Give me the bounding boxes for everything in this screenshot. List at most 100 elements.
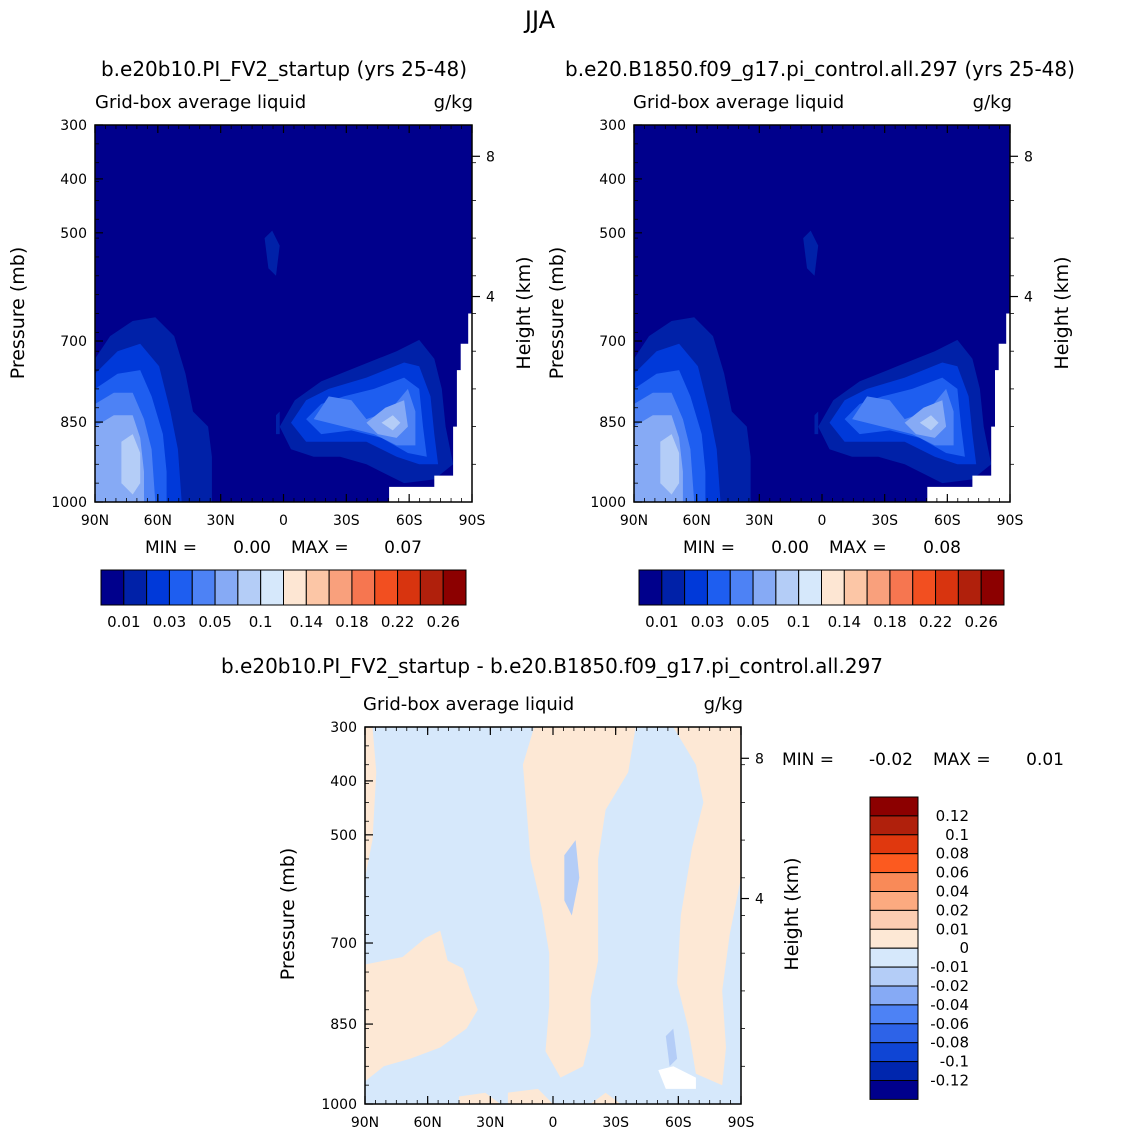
pressure-tick-label: 850 bbox=[599, 415, 626, 431]
colorbar-swatch bbox=[843, 569, 868, 606]
pressure-tick-label: 1000 bbox=[321, 1097, 357, 1113]
colorbar-swatch bbox=[638, 569, 663, 606]
pressure-tick-label: 500 bbox=[60, 226, 87, 242]
colorbar-swatch bbox=[869, 815, 919, 836]
panel-2-min-value: 0.00 bbox=[771, 538, 809, 558]
colorbar-label: 0.1 bbox=[945, 826, 969, 844]
pressure-tick-label: 300 bbox=[599, 118, 626, 134]
lat-tick-label: 60N bbox=[414, 1115, 442, 1131]
colorbar-swatch bbox=[869, 834, 919, 855]
contour-fill bbox=[660, 434, 680, 495]
contour-fill bbox=[276, 411, 280, 435]
pressure-tick-label: 400 bbox=[330, 774, 357, 790]
contour-fill bbox=[121, 434, 141, 495]
colorbar-swatch bbox=[260, 569, 284, 606]
contour-fill bbox=[673, 727, 741, 1086]
colorbar-label: 0.03 bbox=[153, 613, 186, 631]
pressure-tick-label: 400 bbox=[599, 172, 626, 188]
lat-tick-label: 60S bbox=[396, 513, 423, 529]
pressure-tick-label: 400 bbox=[60, 172, 87, 188]
lat-tick-label: 60S bbox=[665, 1115, 692, 1131]
lat-tick-label: 60N bbox=[144, 513, 172, 529]
missing-data-region bbox=[658, 1066, 696, 1089]
panel-2-plot bbox=[634, 125, 1010, 502]
panel-3-min-value: -0.02 bbox=[869, 750, 913, 770]
pressure-tick-label: 850 bbox=[330, 1017, 357, 1033]
lat-tick-label: 60S bbox=[934, 513, 961, 529]
pressure-tick-label: 700 bbox=[599, 334, 626, 350]
colorbar-label: 0.02 bbox=[936, 901, 969, 919]
panel-2-max-label: MAX = bbox=[829, 538, 887, 558]
panel-2-case-title: b.e20.B1850.f09_g17.pi_control.all.297 (… bbox=[565, 57, 1075, 81]
colorbar-label: 0.14 bbox=[290, 613, 323, 631]
colorbar-label: 0 bbox=[959, 939, 969, 957]
colorbar-label: 0.22 bbox=[919, 613, 952, 631]
colorbar-swatch bbox=[798, 569, 822, 606]
colorbar-label: 0.04 bbox=[936, 883, 969, 901]
pressure-tick-label: 700 bbox=[60, 334, 87, 350]
colorbar-label: -0.02 bbox=[930, 977, 969, 995]
lat-tick-label: 90N bbox=[620, 513, 648, 529]
colorbar-swatch bbox=[869, 891, 919, 911]
colorbar-label: 0.22 bbox=[381, 613, 414, 631]
panel-3-ylabel-left: Pressure (mb) bbox=[277, 848, 299, 981]
colorbar-label: 0.06 bbox=[936, 864, 969, 882]
colorbar-swatch bbox=[191, 569, 216, 606]
colorbar-swatch bbox=[123, 569, 148, 606]
figure-title: JJA bbox=[523, 6, 556, 34]
colorbar-label: 0.18 bbox=[335, 613, 368, 631]
lat-tick-label: 90S bbox=[997, 513, 1024, 529]
colorbar-label: -0.1 bbox=[940, 1053, 969, 1071]
panel-3-axes: 300 400 500 700 850 1000 90N 60N 30N 0 30S 60S 90S 8 4 bbox=[321, 720, 764, 1131]
height-tick-label: 8 bbox=[755, 751, 764, 767]
colorbar-swatch bbox=[869, 1004, 919, 1025]
panel-2-units-label: g/kg bbox=[973, 92, 1012, 113]
panel-1-axes: 300 400 500 700 850 1000 90N 60N 30N 0 30S 60S 90S 8 4 bbox=[51, 118, 495, 529]
missing-data-region bbox=[927, 313, 1010, 502]
colorbar-swatch bbox=[869, 1061, 919, 1081]
pressure-tick-label: 700 bbox=[330, 936, 357, 952]
colorbar-label: 0.01 bbox=[936, 920, 969, 938]
lat-tick-label: 90N bbox=[81, 513, 109, 529]
colorbar-swatch bbox=[869, 872, 919, 892]
contour-fill bbox=[803, 230, 819, 276]
colorbar-swatch bbox=[237, 569, 262, 606]
colorbar-swatch bbox=[351, 569, 376, 606]
pressure-tick-label: 500 bbox=[330, 828, 357, 844]
colorbar-swatch bbox=[305, 569, 330, 606]
lat-tick-label: 90S bbox=[459, 513, 486, 529]
colorbar-swatch bbox=[146, 569, 170, 606]
colorbar-label: -0.12 bbox=[930, 1072, 969, 1090]
lat-tick-label: 60N bbox=[683, 513, 711, 529]
lat-tick-label: 0 bbox=[549, 1115, 558, 1131]
lat-tick-label: 30S bbox=[602, 1115, 629, 1131]
colorbar-label: -0.04 bbox=[930, 996, 969, 1014]
colorbar-swatch bbox=[869, 853, 919, 874]
colorbar-swatch bbox=[752, 569, 777, 606]
height-tick-label: 4 bbox=[1024, 290, 1033, 306]
panel-3: b.e20b10.PI_FV2_startup - b.e20.B1850.f0… bbox=[221, 654, 1064, 1131]
colorbar-swatch bbox=[869, 909, 919, 930]
colorbar-swatch bbox=[729, 569, 754, 606]
contour-fill bbox=[564, 840, 580, 916]
panel-2-variable-label: Grid-box average liquid bbox=[633, 92, 844, 113]
colorbar-swatch bbox=[214, 569, 239, 606]
contour-fill bbox=[507, 1088, 553, 1104]
panel-1-min-label: MIN = bbox=[145, 538, 197, 558]
panel-2-ylabel-left: Pressure (mb) bbox=[546, 247, 568, 380]
panel-1: b.e20b10.PI_FV2_startup (yrs 25-48) Grid… bbox=[7, 57, 535, 631]
colorbar-swatch bbox=[397, 569, 421, 606]
panel-2-min-label: MIN = bbox=[683, 538, 735, 558]
contour-fill bbox=[522, 727, 636, 1078]
colorbar-label: -0.01 bbox=[930, 958, 969, 976]
height-tick-label: 4 bbox=[486, 290, 495, 306]
colorbar-label: 0.08 bbox=[936, 845, 969, 863]
panel-2-ylabel-right: Height (km) bbox=[1051, 256, 1073, 369]
colorbar-swatch bbox=[869, 1080, 919, 1100]
colorbar-swatch bbox=[869, 1042, 919, 1063]
panel-3-min-label: MIN = bbox=[782, 750, 834, 770]
panel-3-max-value: 0.01 bbox=[1026, 750, 1064, 770]
pressure-tick-label: 1000 bbox=[51, 495, 87, 511]
height-tick-label: 8 bbox=[1024, 149, 1033, 165]
